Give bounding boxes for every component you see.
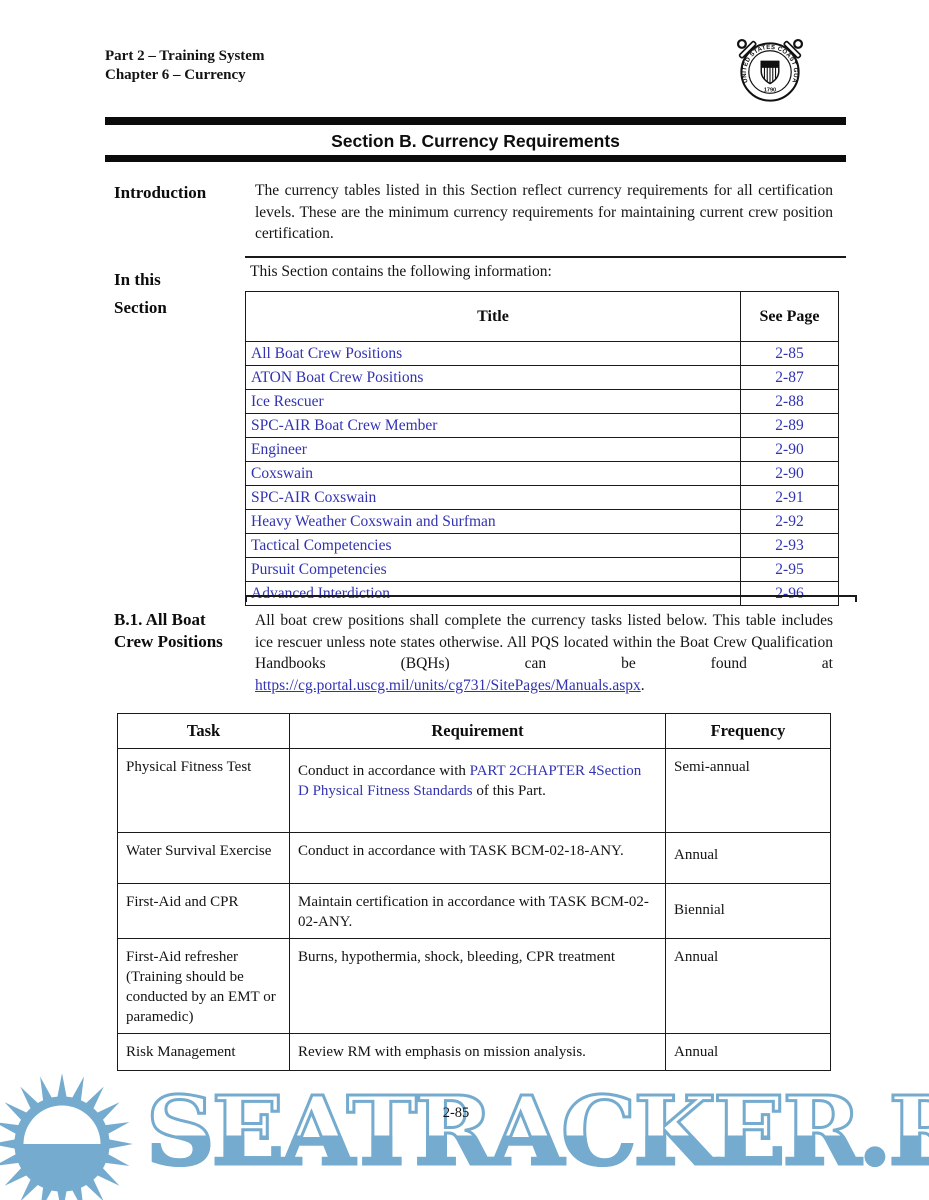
task-row: First-Aid refresher (Training should be … <box>117 938 831 1034</box>
requirement-cell: Maintain certification in accordance wit… <box>289 883 666 939</box>
running-header: Part 2 – Training System Chapter 6 – Cur… <box>105 47 264 85</box>
toc-page-ref[interactable]: 2-88 <box>775 392 804 410</box>
toc-link[interactable]: SPC-AIR Coxswain <box>251 488 377 506</box>
toc-link[interactable]: Coxswain <box>251 464 313 482</box>
top-rule-bar <box>105 117 846 125</box>
toc-row: Advanced Interdiction 2-96 <box>245 581 839 606</box>
toc-col-title: Title <box>245 291 741 342</box>
toc-row: Ice Rescuer 2-88 <box>245 389 839 414</box>
toc-row: SPC-AIR Coxswain 2-91 <box>245 485 839 510</box>
task-cell: Water Survival Exercise <box>117 832 290 884</box>
seal-year: 1790 <box>764 87 776 93</box>
task-row: Water Survival Exercise Conduct in accor… <box>117 832 831 884</box>
in-this-section-label: In this Section <box>114 270 167 317</box>
frequency-cell: Annual <box>665 1033 831 1071</box>
task-cell: Physical Fitness Test <box>117 748 290 833</box>
task-cell: First-Aid refresher (Training should be … <box>117 938 290 1034</box>
toc-page-ref[interactable]: 2-93 <box>775 536 804 554</box>
introduction-label: Introduction <box>114 183 207 202</box>
requirement-cell: Conduct in accordance with PART 2CHAPTER… <box>289 748 666 833</box>
col-header-task: Task <box>117 713 290 749</box>
toc-link[interactable]: ATON Boat Crew Positions <box>251 368 424 386</box>
frequency-cell: Annual <box>665 938 831 1034</box>
toc-link[interactable]: Tactical Competencies <box>251 536 392 554</box>
uscg-seal-logo: UNITED STATES COAST GUARD 1790 <box>721 24 804 102</box>
toc-page-ref[interactable]: 2-91 <box>775 488 804 506</box>
sun-icon <box>0 1073 133 1200</box>
task-row: Risk Management Review RM with emphasis … <box>117 1033 831 1071</box>
toc-row: Engineer 2-90 <box>245 437 839 462</box>
toc-page-ref[interactable]: 2-92 <box>775 512 804 530</box>
toc-row: Tactical Competencies 2-93 <box>245 533 839 558</box>
toc-link[interactable]: SPC-AIR Boat Crew Member <box>251 416 438 434</box>
header-part-line: Part 2 – Training System <box>105 48 265 64</box>
toc-row: Pursuit Competencies 2-95 <box>245 557 839 582</box>
col-header-frequency: Frequency <box>665 713 831 749</box>
col-header-requirement: Requirement <box>289 713 666 749</box>
currency-task-table: Task Requirement Frequency Physical Fitn… <box>117 713 831 1071</box>
toc-link[interactable]: All Boat Crew Positions <box>251 344 403 362</box>
toc-link[interactable]: Heavy Weather Coxswain and Surfman <box>251 512 496 530</box>
toc-link[interactable]: Advanced Interdiction <box>251 584 391 602</box>
introduction-text: The currency tables listed in this Secti… <box>255 182 833 242</box>
toc-page-ref[interactable]: 2-90 <box>775 464 804 482</box>
section-title: Section B. Currency Requirements <box>331 131 620 151</box>
toc-page-ref[interactable]: 2-96 <box>775 584 804 602</box>
bottom-rule-bar <box>105 155 846 162</box>
fitness-standards-link[interactable]: PART 2CHAPTER 4Section D Physical Fitnes… <box>298 763 642 799</box>
toc-page-ref[interactable]: 2-90 <box>775 440 804 458</box>
task-row: First-Aid and CPR Maintain certification… <box>117 883 831 939</box>
frequency-cell: Annual <box>665 832 831 884</box>
b1-label: B.1. All Boat Crew Positions <box>114 610 223 651</box>
header-chapter-line: Chapter 6 – Currency <box>105 67 246 83</box>
toc-row: ATON Boat Crew Positions 2-87 <box>245 365 839 390</box>
requirement-cell: Burns, hypothermia, shock, bleeding, CPR… <box>289 938 666 1034</box>
watermark: SEATRACKER.RU <box>0 1060 929 1200</box>
toc-page-ref[interactable]: 2-89 <box>775 416 804 434</box>
frequency-cell: Semi-annual <box>665 748 831 833</box>
toc-row: Heavy Weather Coxswain and Surfman 2-92 <box>245 509 839 534</box>
manuals-url-link[interactable]: https://cg.portal.uscg.mil/units/cg731/S… <box>255 676 641 694</box>
toc-page-ref[interactable]: 2-87 <box>775 368 804 386</box>
page-number: 2-85 <box>442 1105 470 1121</box>
b1-text-suffix: . <box>640 676 645 694</box>
toc-link[interactable]: Ice Rescuer <box>251 392 324 410</box>
b1-paragraph: All boat crew positions shall complete t… <box>255 610 833 696</box>
toc-link[interactable]: Pursuit Competencies <box>251 560 387 578</box>
task-row: Physical Fitness Test Conduct in accorda… <box>117 748 831 833</box>
toc-page-ref[interactable]: 2-85 <box>775 344 804 362</box>
toc-table: Title See Page All Boat Crew Positions 2… <box>245 291 839 606</box>
requirement-cell: Conduct in accordance with TASK BCM-02-1… <box>289 832 666 884</box>
toc-row: SPC-AIR Boat Crew Member 2-89 <box>245 413 839 438</box>
frequency-cell: Biennial <box>665 883 831 939</box>
toc-link[interactable]: Engineer <box>251 440 307 458</box>
b1-text-body: All boat crew positions shall complete t… <box>255 612 833 672</box>
toc-bottom-divider <box>245 595 857 602</box>
section-divider <box>245 256 846 258</box>
toc-col-see-page: See Page <box>740 291 839 342</box>
toc-header-row: Title See Page <box>245 291 839 342</box>
task-cell: First-Aid and CPR <box>117 883 290 939</box>
task-cell: Risk Management <box>117 1033 290 1071</box>
toc-lead-text: This Section contains the following info… <box>250 263 552 280</box>
watermark-text: SEATRACKER.RU <box>146 1076 929 1200</box>
requirement-cell: Review RM with emphasis on mission analy… <box>289 1033 666 1071</box>
task-table-header-row: Task Requirement Frequency <box>117 713 831 749</box>
toc-page-ref[interactable]: 2-95 <box>775 560 804 578</box>
toc-row: Coxswain 2-90 <box>245 461 839 486</box>
toc-row: All Boat Crew Positions 2-85 <box>245 341 839 366</box>
